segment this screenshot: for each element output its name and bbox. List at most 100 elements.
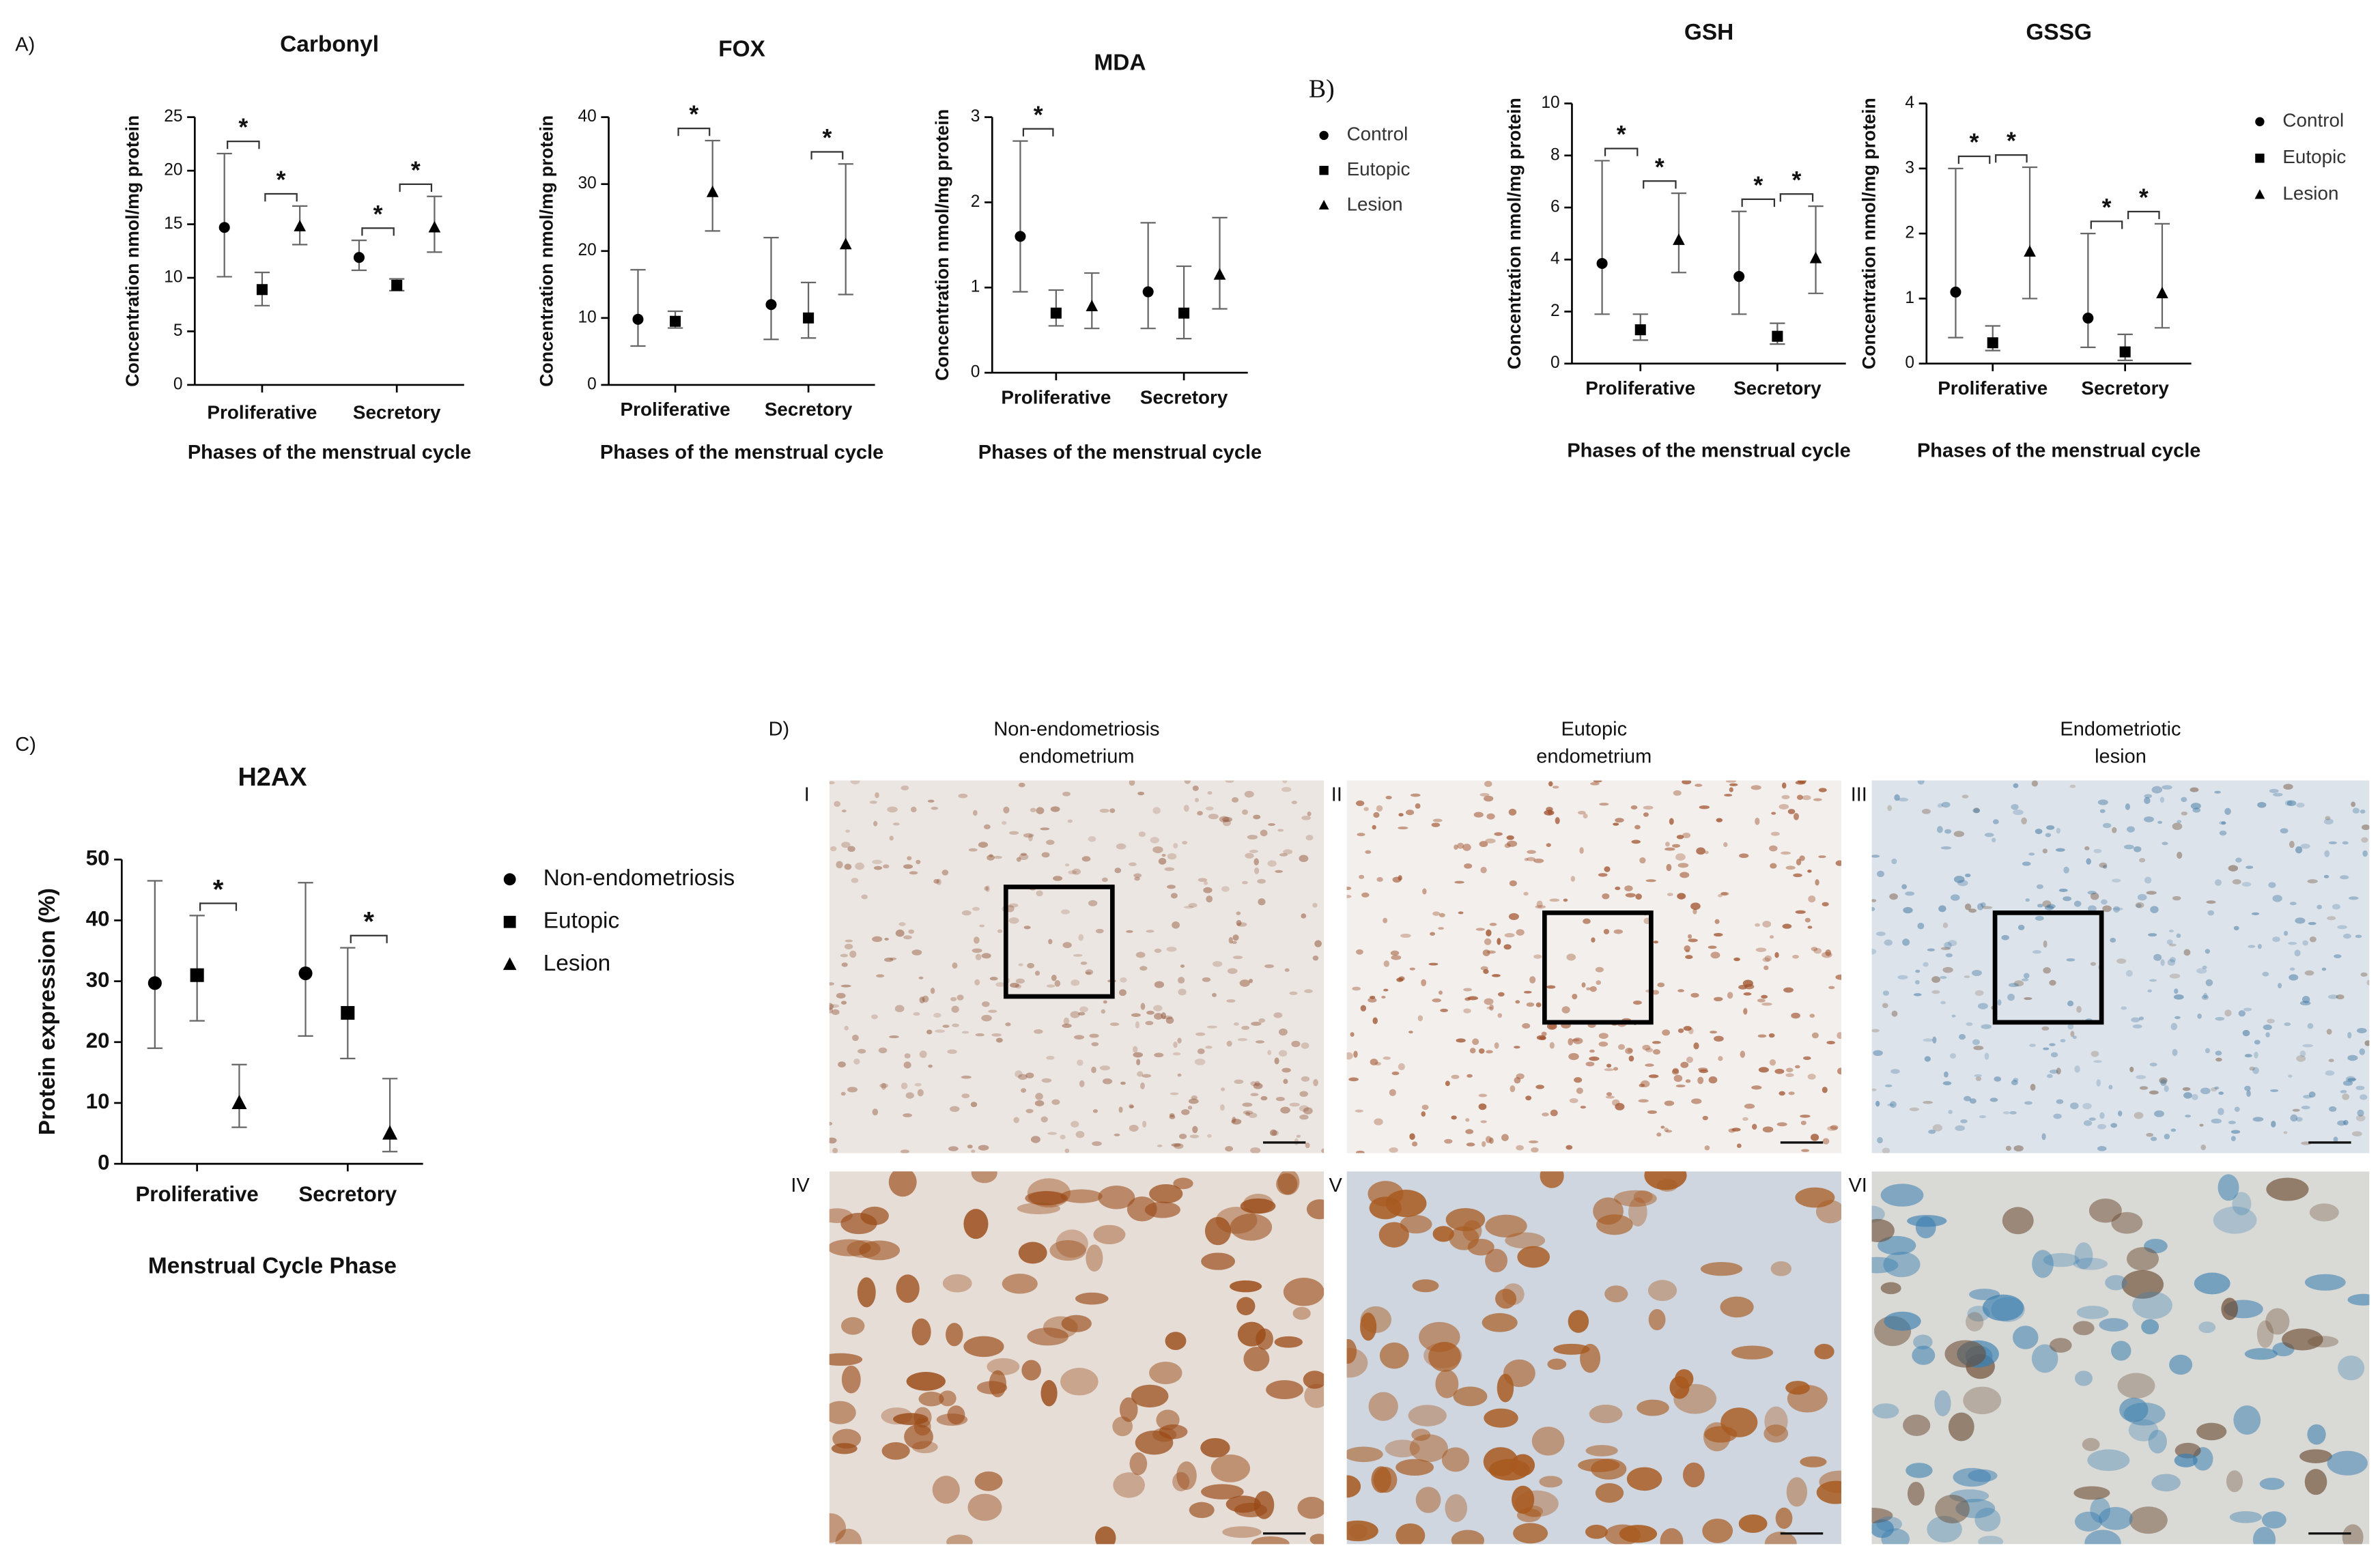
cell — [905, 1092, 914, 1099]
cell — [1352, 986, 1361, 991]
significance-star: * — [213, 874, 224, 904]
cell — [1662, 1029, 1671, 1036]
cell — [2256, 1320, 2274, 1348]
cell — [1989, 1098, 1998, 1102]
cell — [927, 799, 935, 803]
cell — [1871, 1205, 1885, 1223]
y-tick-label: 30 — [578, 174, 596, 192]
marker — [382, 1125, 398, 1140]
cell — [2041, 1026, 2050, 1031]
y-tick-label: 2 — [1550, 302, 1560, 320]
cell — [1944, 941, 1952, 949]
marker — [1809, 251, 1822, 263]
cell — [2102, 865, 2108, 869]
cell — [2097, 1123, 2106, 1130]
cell — [1757, 999, 1766, 1003]
cell — [1822, 1138, 1830, 1145]
cell — [881, 1407, 913, 1425]
cell — [1167, 853, 1177, 860]
cell — [2301, 996, 2310, 1003]
cell — [1146, 1010, 1154, 1015]
cell — [1548, 781, 1553, 787]
cell — [1695, 784, 1703, 787]
cell — [1890, 1101, 1897, 1108]
cell — [1454, 880, 1464, 884]
cell — [1542, 1113, 1549, 1117]
cell — [1010, 982, 1019, 988]
cell — [2360, 972, 2368, 977]
cell — [1513, 1046, 1520, 1049]
x-axis-label: Phases of the menstrual cycle — [1917, 440, 2200, 462]
y-tick-label: 4 — [1905, 94, 1914, 112]
cell — [1508, 808, 1517, 816]
cell — [1965, 873, 1971, 878]
cell — [1258, 1018, 1266, 1023]
cell — [2049, 1043, 2056, 1046]
cell — [1412, 1141, 1418, 1147]
significance-bracket — [399, 183, 433, 192]
cell — [1828, 986, 1835, 990]
cell — [2074, 1371, 2093, 1386]
cell — [1291, 801, 1298, 805]
error-bar — [1731, 210, 1747, 315]
cell — [913, 1012, 920, 1016]
cell — [1953, 831, 1965, 837]
cell — [1795, 1065, 1800, 1069]
cell — [1871, 855, 1880, 858]
cell — [1815, 879, 1819, 886]
cell — [1779, 803, 1789, 809]
cell — [1016, 857, 1021, 862]
cell — [1035, 1093, 1043, 1100]
cell — [1731, 1345, 1774, 1360]
cell — [2192, 1093, 2198, 1100]
cell — [1015, 978, 1025, 984]
cell — [829, 1004, 840, 1008]
cell — [932, 1476, 960, 1504]
cell — [2267, 1018, 2275, 1024]
cell — [2169, 1354, 2193, 1375]
y-tick-label: 25 — [164, 107, 182, 126]
cell — [1634, 824, 1641, 830]
cell — [2263, 1024, 2272, 1031]
cell — [2093, 1060, 2102, 1063]
cell — [1514, 1076, 1521, 1084]
cell — [1268, 823, 1275, 827]
cell — [1897, 975, 1908, 980]
y-tick-label: 4 — [1550, 250, 1560, 268]
cell — [1169, 1115, 1176, 1119]
cell — [2327, 1450, 2368, 1476]
cell — [1495, 1289, 1517, 1309]
error-bar — [382, 1078, 398, 1153]
cell — [1191, 1095, 1198, 1100]
cell — [1267, 860, 1277, 867]
cell — [2024, 997, 2032, 1001]
cell — [1873, 1050, 1883, 1057]
error-bar — [2022, 166, 2038, 300]
cell — [1645, 879, 1656, 883]
cell — [2108, 1085, 2113, 1090]
cell — [1799, 855, 1805, 861]
cell — [1675, 1085, 1686, 1088]
cell — [1714, 1035, 1724, 1042]
error-bar — [800, 281, 817, 339]
cell — [2300, 844, 2310, 849]
cell — [829, 1513, 847, 1543]
cell — [1321, 1148, 1324, 1153]
cell — [2148, 933, 2157, 937]
cell — [1060, 1134, 1066, 1140]
cell — [1466, 1143, 1475, 1147]
cell — [1178, 977, 1185, 984]
cell — [1581, 982, 1586, 988]
cell — [1494, 832, 1503, 836]
cell — [1758, 1067, 1769, 1073]
cell — [2101, 899, 2108, 905]
cell — [975, 953, 982, 960]
cell — [1677, 863, 1689, 868]
cell — [2214, 879, 2222, 886]
cell — [2177, 851, 2183, 859]
cell — [1485, 1248, 1508, 1273]
cell — [1529, 1140, 1539, 1144]
cell — [2002, 1111, 2010, 1115]
cell — [1372, 1017, 1378, 1024]
cell — [1955, 1498, 1996, 1519]
